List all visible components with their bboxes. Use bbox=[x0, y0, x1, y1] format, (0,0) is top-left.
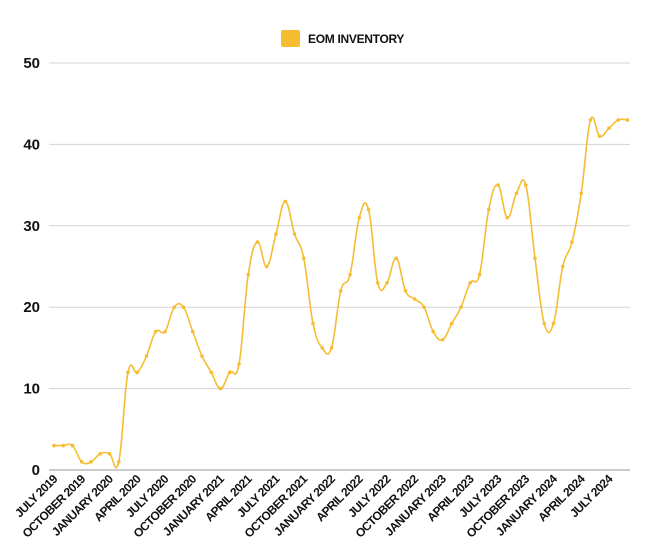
data-point bbox=[468, 280, 473, 285]
data-point bbox=[190, 329, 195, 334]
data-point bbox=[477, 272, 482, 277]
data-point bbox=[144, 354, 149, 358]
data-point bbox=[320, 346, 325, 350]
data-point bbox=[486, 207, 491, 212]
data-point bbox=[264, 264, 269, 269]
data-point bbox=[246, 272, 251, 277]
data-point bbox=[459, 305, 463, 310]
data-point bbox=[227, 370, 232, 375]
data-point bbox=[338, 289, 343, 293]
data-point bbox=[431, 329, 436, 334]
data-point bbox=[255, 240, 260, 244]
data-point bbox=[607, 126, 611, 130]
data-point bbox=[422, 305, 426, 310]
data-point bbox=[209, 370, 214, 375]
grid bbox=[49, 62, 630, 471]
data-point bbox=[403, 289, 408, 293]
data-point bbox=[440, 337, 445, 342]
data-point bbox=[588, 118, 593, 122]
data-point bbox=[551, 321, 556, 326]
data-point bbox=[523, 183, 528, 187]
data-point bbox=[79, 460, 84, 464]
legend-label-eom-inventory: EOM INVENTORY bbox=[308, 32, 404, 46]
data-point bbox=[570, 240, 574, 244]
data-point bbox=[496, 183, 500, 187]
data-point bbox=[449, 321, 454, 326]
data-point bbox=[70, 443, 75, 448]
data-point bbox=[61, 443, 66, 448]
data-point bbox=[329, 346, 334, 350]
data-point bbox=[357, 215, 362, 220]
data-point bbox=[107, 451, 112, 456]
y-tick-label: 30 bbox=[23, 218, 40, 235]
data-point bbox=[301, 256, 306, 261]
y-axis-ticks: 0 10 20 30 40 50 bbox=[23, 55, 40, 479]
data-point bbox=[560, 264, 565, 269]
data-point bbox=[579, 191, 584, 196]
y-tick-label: 40 bbox=[23, 136, 40, 153]
data-point bbox=[172, 305, 177, 310]
data-point bbox=[126, 370, 130, 375]
data-point bbox=[375, 280, 380, 285]
data-point bbox=[89, 460, 93, 464]
y-tick-label: 0 bbox=[32, 462, 40, 479]
data-point bbox=[98, 451, 103, 456]
data-point bbox=[135, 370, 140, 375]
legend: EOM INVENTORY bbox=[281, 30, 405, 47]
y-tick-label: 20 bbox=[23, 299, 40, 316]
data-point bbox=[505, 215, 510, 220]
data-point bbox=[283, 199, 288, 204]
y-tick-label: 10 bbox=[23, 381, 40, 398]
data-point bbox=[514, 191, 519, 196]
data-point bbox=[218, 386, 223, 391]
data-point bbox=[616, 118, 621, 122]
data-point bbox=[394, 256, 399, 261]
data-point bbox=[366, 207, 371, 212]
data-point bbox=[274, 232, 278, 236]
data-point bbox=[116, 460, 121, 464]
data-point bbox=[533, 256, 537, 261]
data-point bbox=[625, 118, 630, 122]
data-point bbox=[597, 134, 602, 139]
data-point bbox=[153, 329, 158, 334]
y-tick-label: 50 bbox=[23, 55, 40, 72]
data-point bbox=[542, 321, 547, 326]
data-point bbox=[52, 443, 56, 448]
legend-swatch-eom-inventory bbox=[281, 30, 300, 47]
data-point bbox=[181, 305, 186, 310]
data-point bbox=[311, 321, 315, 326]
data-point bbox=[412, 297, 417, 301]
data-point bbox=[200, 354, 204, 358]
data-point bbox=[163, 329, 167, 334]
data-point bbox=[237, 362, 241, 366]
data-point bbox=[348, 272, 352, 277]
data-point bbox=[385, 280, 389, 285]
data-points bbox=[52, 118, 630, 464]
data-point bbox=[292, 232, 297, 236]
